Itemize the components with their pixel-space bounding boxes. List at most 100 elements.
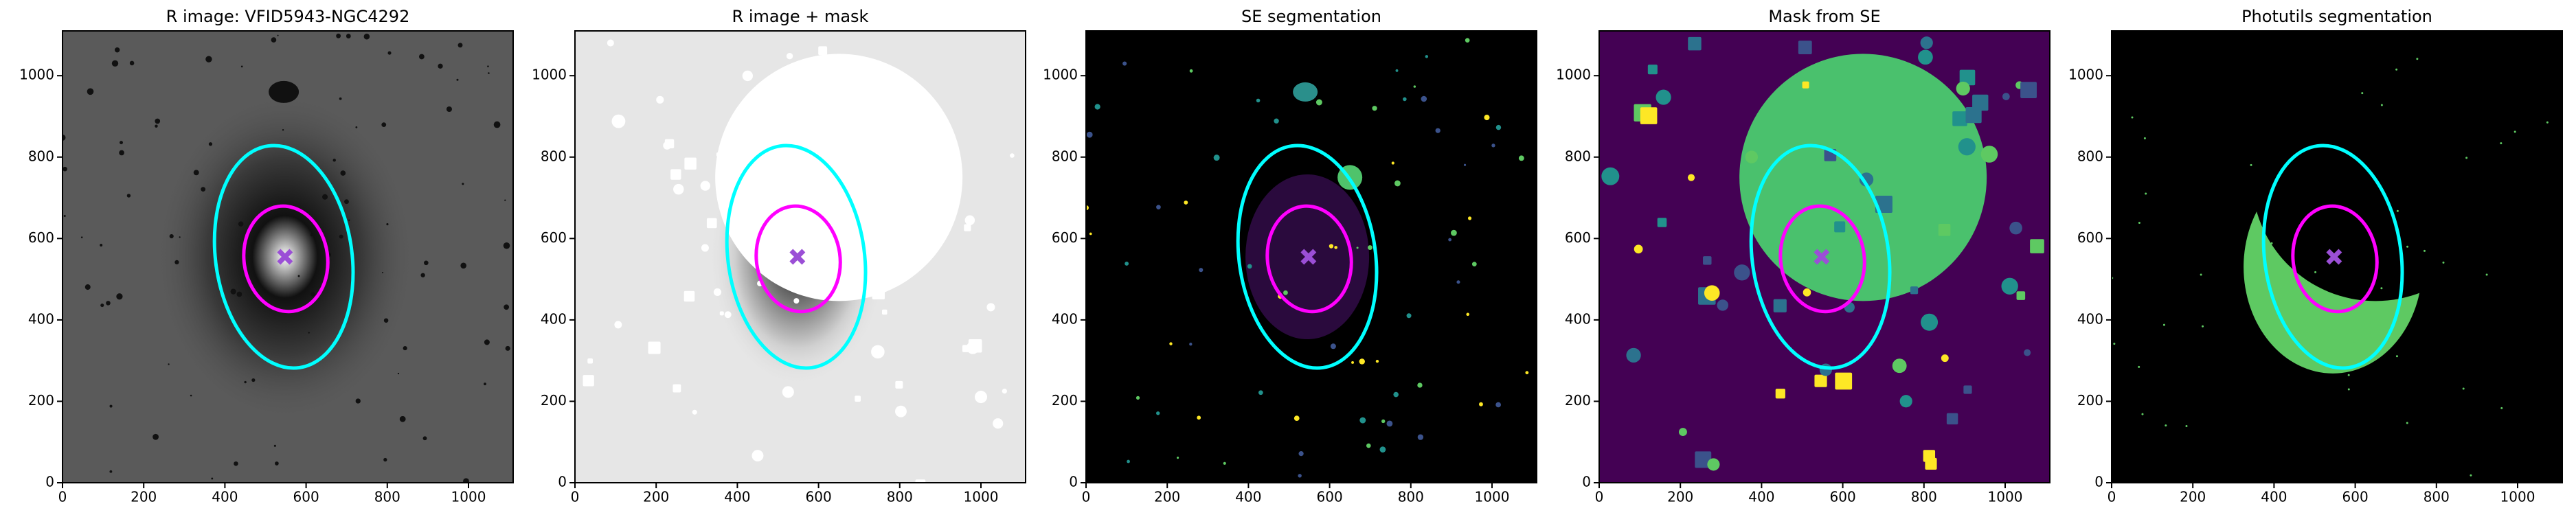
star	[63, 166, 67, 172]
segment	[1330, 343, 1336, 350]
segment	[1256, 98, 1261, 103]
mask-patch	[1946, 413, 1958, 425]
speck	[2395, 355, 2398, 358]
star	[84, 284, 91, 290]
mask-patch	[1938, 224, 1951, 236]
segment	[1403, 97, 1407, 102]
segment	[1456, 280, 1460, 284]
star	[422, 436, 427, 441]
segment	[1375, 359, 1379, 363]
speck	[2424, 249, 2426, 252]
star	[487, 65, 489, 67]
star	[340, 170, 346, 176]
star	[505, 345, 510, 351]
segment	[1086, 131, 1093, 138]
mask-patch	[1688, 36, 1702, 51]
star	[234, 461, 238, 466]
y-tick-label: 800	[541, 148, 567, 164]
mask-patch	[892, 265, 899, 272]
y-tick-label: 600	[541, 229, 567, 246]
mask-patch	[895, 380, 903, 389]
mask-patch	[2024, 349, 2031, 356]
aperture-ellipse	[2261, 144, 2404, 370]
aperture-ellipse	[1749, 144, 1892, 370]
mask-patch	[1626, 347, 1641, 363]
speck	[2406, 422, 2408, 424]
speck	[2500, 407, 2503, 409]
segment	[1127, 459, 1130, 464]
mask-patch	[700, 181, 710, 191]
x-tick-label: 0	[1595, 489, 1604, 505]
mask-patch	[795, 174, 802, 182]
segment	[1156, 205, 1161, 209]
mask-patch	[583, 375, 594, 387]
mask-patch	[742, 70, 753, 82]
segment	[1247, 264, 1252, 269]
aperture-ellipse	[1778, 204, 1866, 314]
image-area	[63, 31, 513, 483]
mask-patch	[1695, 451, 1712, 468]
segment	[1451, 229, 1457, 236]
center-marker	[2326, 249, 2342, 265]
mask-patch	[1707, 458, 1720, 471]
speck	[2416, 58, 2419, 60]
x-tick-label: 1000	[964, 489, 999, 505]
panel-title: SE segmentation	[1241, 7, 1381, 26]
star	[399, 415, 406, 422]
star-blob	[269, 80, 300, 103]
image-area	[575, 31, 1026, 483]
segment	[1466, 312, 1470, 317]
x-tick-label: 0	[58, 489, 67, 505]
speck	[2185, 425, 2188, 428]
x-tick-label: 200	[2180, 489, 2206, 505]
x-tick-label: 600	[293, 489, 319, 505]
star	[120, 141, 123, 145]
speck	[2202, 325, 2204, 328]
star	[193, 170, 199, 176]
segment	[1176, 457, 1179, 459]
star	[152, 433, 159, 440]
mask-patch	[1775, 389, 1785, 399]
star	[87, 88, 94, 95]
segment	[1393, 391, 1399, 398]
star	[308, 332, 310, 334]
segment	[1356, 247, 1359, 249]
mask-patch	[1717, 299, 1728, 311]
star	[236, 291, 242, 297]
star	[386, 223, 389, 226]
star	[336, 33, 341, 38]
mask-patch	[1834, 221, 1846, 233]
segment	[1359, 417, 1366, 424]
segment	[1495, 124, 1502, 130]
mask-patch	[1798, 41, 1812, 55]
mask-patch	[683, 290, 695, 302]
star	[484, 339, 490, 345]
x-tick-label: 200	[131, 489, 157, 505]
segment	[1189, 343, 1193, 346]
segment	[1298, 474, 1302, 478]
star	[282, 128, 284, 131]
star	[339, 234, 343, 239]
star	[230, 288, 236, 295]
mask-patch	[1010, 153, 1015, 158]
segment	[1197, 415, 1201, 420]
mask-patch	[1965, 107, 1982, 124]
mask-patch	[786, 52, 793, 60]
star	[275, 461, 279, 466]
speck	[2513, 130, 2516, 133]
star	[271, 37, 277, 43]
segment	[1413, 85, 1416, 88]
mask-patch	[1704, 285, 1720, 301]
x-tick-label: 1000	[1475, 489, 1510, 505]
mask-patch	[713, 288, 721, 297]
x-tick-label: 200	[1667, 489, 1693, 505]
y-tick-label: 1000	[532, 67, 567, 83]
mask-patch	[974, 391, 988, 404]
segment	[1293, 82, 1318, 102]
mask-patch	[893, 204, 899, 209]
y-tick-label: 600	[28, 229, 54, 246]
x-tick-label: 800	[2424, 489, 2450, 505]
star	[297, 275, 300, 277]
segment	[1156, 411, 1160, 415]
